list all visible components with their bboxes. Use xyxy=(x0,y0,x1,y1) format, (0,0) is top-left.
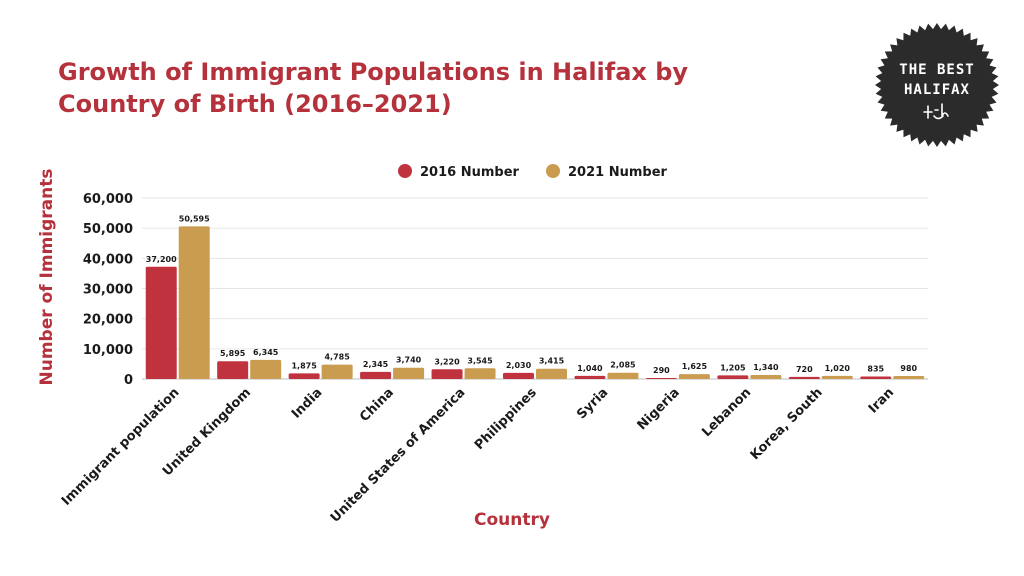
data-label: 1,040 xyxy=(577,364,603,373)
bar-2021 xyxy=(250,359,282,379)
data-label: 1,020 xyxy=(825,364,851,373)
x-tick-label: United States of America xyxy=(328,385,468,525)
bar-2021 xyxy=(321,364,353,379)
bar-2021 xyxy=(678,374,710,379)
data-label: 3,415 xyxy=(539,357,565,366)
x-tick-label: India xyxy=(289,385,326,422)
bar-2016 xyxy=(717,375,749,379)
bar-2021 xyxy=(607,372,639,379)
bar-2016 xyxy=(360,371,392,379)
x-tick-label: Lebanon xyxy=(699,385,754,440)
bar-2016 xyxy=(503,372,534,379)
data-label: 290 xyxy=(653,366,670,375)
data-label: 4,785 xyxy=(324,353,350,362)
x-tick-label: Syria xyxy=(574,385,611,422)
bar-2016 xyxy=(574,375,606,379)
y-tick-label: 50,000 xyxy=(83,222,133,237)
data-label: 1,875 xyxy=(291,361,317,370)
logo-line-1: THE BEST xyxy=(899,62,974,78)
y-tick-label: 10,000 xyxy=(83,343,133,358)
data-label: 980 xyxy=(900,364,917,373)
y-axis-title: Number of Immigrants xyxy=(37,169,57,386)
data-label: 3,545 xyxy=(467,356,493,365)
bar-2021 xyxy=(393,367,425,379)
bar-2021 xyxy=(464,368,496,379)
bar-2016 xyxy=(431,369,463,379)
x-axis-title: Country xyxy=(474,510,550,530)
bar-2021 xyxy=(536,368,567,379)
logo-line-2: HALIFAX xyxy=(904,82,970,98)
legend-swatch-2016 xyxy=(398,164,412,178)
y-tick-label: 60,000 xyxy=(83,192,133,207)
legend-swatch-2021 xyxy=(546,164,560,178)
data-label: 5,895 xyxy=(220,349,246,358)
x-tick-label: Iran xyxy=(866,385,897,416)
data-label: 2,345 xyxy=(363,360,389,369)
data-label: 2,030 xyxy=(506,361,532,370)
bar-2021 xyxy=(178,226,210,379)
data-label: 6,345 xyxy=(253,348,279,357)
y-tick-label: 20,000 xyxy=(83,313,133,328)
bar-2016 xyxy=(788,376,820,379)
data-label: 1,205 xyxy=(720,363,746,372)
bar-2016 xyxy=(860,376,892,379)
data-label: 1,625 xyxy=(682,362,708,371)
data-label: 2,085 xyxy=(610,361,636,370)
x-tick-label: Philippines xyxy=(472,385,540,453)
bar-2016 xyxy=(145,266,177,379)
the-best-halifax-logo: THE BEST HALIFAX xyxy=(874,22,1000,148)
bar-2016 xyxy=(288,373,320,379)
chart-title: Growth of Immigrant Populations in Halif… xyxy=(58,58,689,118)
logo-badge-shape xyxy=(875,23,999,147)
data-label: 1,340 xyxy=(753,363,779,372)
y-tick-label: 40,000 xyxy=(83,252,133,267)
bar-2016 xyxy=(217,361,249,379)
bar-2021 xyxy=(750,374,782,379)
legend-label-2016: 2016 Number xyxy=(420,165,520,180)
data-label: 50,595 xyxy=(179,214,210,223)
data-label: 3,220 xyxy=(434,357,460,366)
bar-2016 xyxy=(645,378,677,379)
data-label: 835 xyxy=(867,364,884,373)
y-tick-label: 0 xyxy=(124,373,133,388)
x-tick-label: Nigeria xyxy=(635,385,683,433)
x-tick-label: Korea, South xyxy=(748,385,826,463)
data-label: 720 xyxy=(796,365,813,374)
data-label: 37,200 xyxy=(146,255,177,264)
y-tick-label: 30,000 xyxy=(83,283,133,298)
x-tick-label: Immigrant population xyxy=(59,385,183,509)
data-label: 3,740 xyxy=(396,356,422,365)
legend-label-2021: 2021 Number xyxy=(568,165,668,180)
smiley-glyph-icon xyxy=(923,103,949,120)
bar-2021 xyxy=(821,375,853,379)
x-tick-label: China xyxy=(357,385,397,425)
bar-2021 xyxy=(893,376,925,379)
